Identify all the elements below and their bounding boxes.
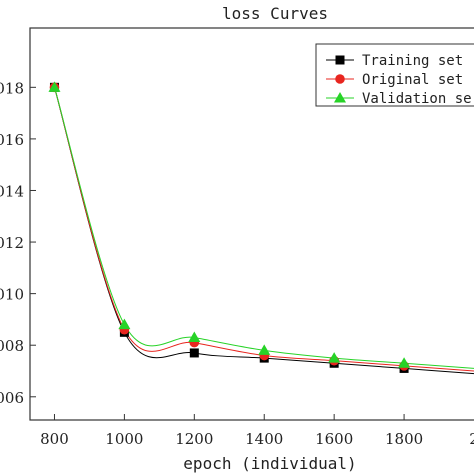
y-axis-ticks: 006 008 010 012 014 016 018 bbox=[0, 79, 36, 407]
series-line-square bbox=[53, 87, 474, 375]
legend-label: Validation se bbox=[362, 91, 472, 107]
y-tick-label: 012 bbox=[0, 234, 24, 252]
x-tick-label: 800 bbox=[40, 430, 69, 448]
x-tick-label: 1800 bbox=[385, 430, 423, 448]
data-point-triangle bbox=[328, 352, 341, 363]
legend-marker-triangle bbox=[334, 92, 346, 103]
data-point-triangle bbox=[48, 81, 61, 92]
data-point-triangle bbox=[188, 331, 201, 342]
data-point-triangle bbox=[118, 318, 131, 330]
series-line-circle bbox=[53, 87, 474, 372]
plot-frame bbox=[29, 27, 474, 421]
x-axis-label: epoch (individual) bbox=[183, 454, 356, 473]
y-tick-label: 010 bbox=[0, 286, 24, 304]
x-tick-label: 2 bbox=[469, 430, 474, 448]
x-axis-ticks: 800 1000 1200 1400 1600 1800 2 bbox=[40, 414, 474, 448]
y-tick-label: 006 bbox=[0, 389, 24, 407]
series-curves bbox=[53, 87, 474, 375]
legend-marker-circle bbox=[335, 74, 345, 84]
data-point-triangle bbox=[258, 344, 271, 355]
x-tick-label: 1000 bbox=[105, 430, 143, 448]
x-tick-label: 1600 bbox=[315, 430, 353, 448]
y-tick-label: 016 bbox=[0, 131, 24, 149]
series-markers bbox=[48, 81, 411, 373]
series-line-triangle bbox=[53, 87, 474, 369]
chart-title: loss Curves bbox=[222, 4, 328, 23]
legend-label: Original set bbox=[362, 72, 463, 88]
legend-marker-square bbox=[335, 55, 345, 65]
plot-border bbox=[29, 27, 474, 421]
y-tick-label: 008 bbox=[0, 337, 24, 355]
legend: Training set Original set Validation se bbox=[315, 43, 474, 107]
y-tick-label: 014 bbox=[0, 182, 24, 200]
x-tick-label: 1400 bbox=[245, 430, 283, 448]
x-tick-label: 1200 bbox=[175, 430, 213, 448]
data-point-square bbox=[189, 348, 199, 358]
y-tick-label: 018 bbox=[0, 79, 24, 97]
data-point-triangle bbox=[398, 357, 411, 368]
legend-label: Training set bbox=[362, 53, 463, 69]
